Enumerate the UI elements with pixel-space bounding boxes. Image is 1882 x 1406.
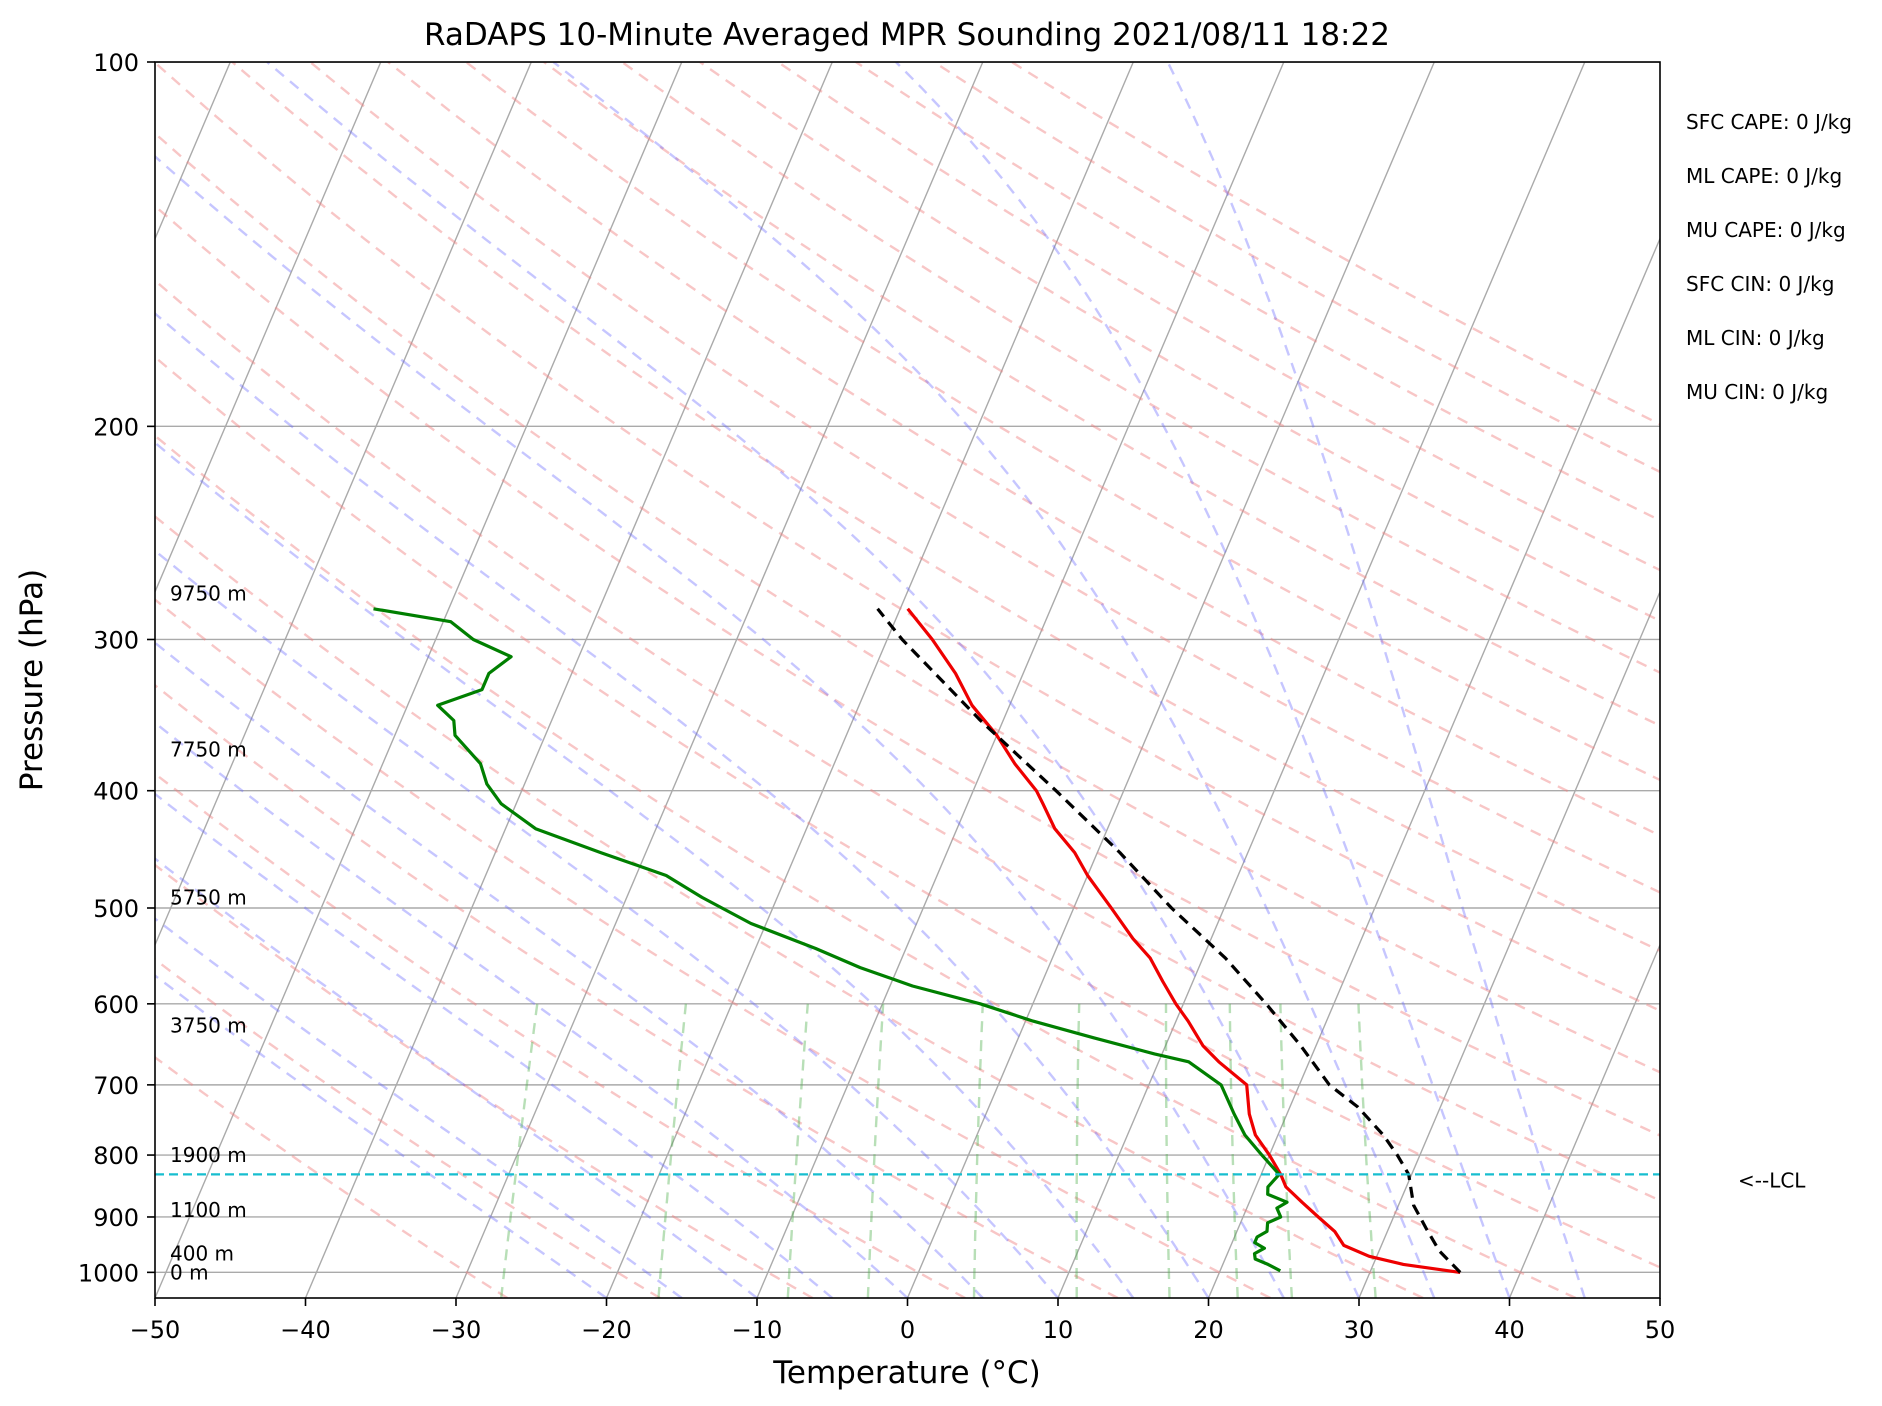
x-tick-label: 0 (900, 1316, 915, 1344)
isotherm (304, 62, 833, 1298)
x-tick-label: 50 (1645, 1316, 1676, 1344)
isotherm (455, 62, 984, 1298)
dry-adiabat (155, 434, 1577, 1298)
y-tick-label: 700 (93, 1072, 139, 1100)
isotherm (155, 62, 532, 947)
lcl-label: <--LCL (1738, 1168, 1806, 1192)
mixing-ratio-line (786, 1003, 809, 1298)
chart-series (155, 607, 1660, 1274)
y-tick-label: 900 (93, 1204, 139, 1232)
stat-label: SFC CAPE: 0 J/kg (1686, 110, 1852, 134)
x-tick-label: 10 (1043, 1316, 1074, 1344)
isotherm (1358, 589, 1660, 1298)
stat-label: MU CIN: 0 J/kg (1686, 380, 1828, 404)
moist-adiabat (266, 62, 1361, 1298)
isotherm (155, 62, 683, 1298)
x-tick-label: −10 (732, 1316, 783, 1344)
stat-label: MU CAPE: 0 J/kg (1686, 218, 1846, 242)
mixing-ratio-line (500, 1003, 539, 1298)
stat-label: ML CAPE: 0 J/kg (1686, 164, 1842, 188)
mixing-ratio-line (657, 1003, 688, 1298)
height-label: 400 m (170, 1242, 234, 1266)
x-tick-label: 30 (1344, 1316, 1375, 1344)
stat-label: ML CIN: 0 J/kg (1686, 326, 1825, 350)
dry-adiabat (155, 514, 1424, 1298)
moist-adiabat (155, 154, 1285, 1298)
x-tick-label: −50 (130, 1316, 181, 1344)
x-tick-label: −30 (431, 1316, 482, 1344)
height-label: 0 m (170, 1260, 209, 1284)
mixing-ratio-line (1357, 1003, 1377, 1298)
moist-adiabat (1166, 62, 1586, 1298)
stat-label: SFC CIN: 0 J/kg (1686, 272, 1834, 296)
moist-adiabat (155, 641, 984, 1298)
dry-adiabat (155, 863, 814, 1298)
isotherm (756, 62, 1285, 1298)
y-tick-label: 200 (93, 413, 139, 441)
temperature-profile (906, 607, 1461, 1274)
y-tick-label: 500 (93, 895, 139, 923)
dry-adiabat (155, 598, 1271, 1298)
moist-adiabat (155, 549, 1059, 1298)
height-label: 7750 m (170, 738, 247, 762)
mixing-ratio-line (972, 1003, 984, 1298)
y-axis-label: Pressure (hPa) (14, 569, 50, 791)
mixing-ratio-line (1075, 1003, 1081, 1298)
x-tick-label: 20 (1193, 1316, 1224, 1344)
height-label: 3750 m (170, 1013, 247, 1037)
isotherm (605, 62, 1134, 1298)
chart-annotations: <--LCL 9750 m 7750 m 5750 m 3750 m 1900 m 1100… (170, 110, 1852, 1284)
moist-adiabat (155, 441, 1135, 1298)
dry-adiabat (387, 62, 1660, 837)
moist-adiabat (895, 62, 1511, 1298)
isotherm (906, 62, 1435, 1298)
mixing-ratio-line (1164, 1003, 1171, 1298)
moist-adiabat (155, 721, 909, 1298)
y-tick-label: 600 (93, 991, 139, 1019)
dewpoint-profile (373, 607, 1289, 1273)
moist-adiabat (155, 857, 758, 1298)
y-tick-label: 300 (93, 626, 139, 654)
moist-adiabat (552, 62, 1436, 1298)
dry-adiabat (231, 62, 1660, 953)
x-tick-label: −40 (280, 1316, 331, 1344)
height-label: 1100 m (170, 1198, 247, 1222)
dry-adiabat (155, 131, 1660, 1074)
chart-title: RaDAPS 10-Minute Averaged MPR Sounding 2… (424, 17, 1390, 53)
x-tick-label: 40 (1494, 1316, 1525, 1344)
isotherm (155, 62, 382, 594)
dry-adiabat (465, 62, 1660, 782)
dry-adiabat (155, 62, 1660, 1013)
dry-adiabat (777, 62, 1660, 572)
dry-adiabat (155, 204, 1660, 1137)
mixing-ratio-line (1228, 1003, 1239, 1298)
moist-adiabat (155, 792, 834, 1298)
moist-adiabat (155, 312, 1210, 1298)
chart-axes: −50 −40 −30 −20 −10 0 10 20 30 40 50 100 200 300 400 50… (78, 49, 1675, 1344)
height-label: 5750 m (170, 885, 247, 909)
isotherm (1508, 943, 1660, 1298)
mixing-ratio-line (866, 1003, 885, 1298)
dry-adiabat (155, 683, 1119, 1298)
chart-grid (155, 62, 1660, 1298)
dry-adiabat (155, 1055, 509, 1298)
height-label: 1900 m (170, 1143, 247, 1167)
dry-adiabat (621, 62, 1660, 674)
mixing-ratio-line (1279, 1003, 1294, 1298)
y-tick-label: 1000 (78, 1259, 139, 1287)
y-tick-label: 400 (93, 778, 139, 806)
dry-adiabat (155, 957, 661, 1298)
isotherm (1207, 236, 1660, 1298)
height-label: 9750 m (170, 582, 247, 606)
x-axis-label: Temperature (°C) (772, 1355, 1041, 1391)
y-tick-label: 100 (93, 49, 139, 77)
x-tick-label: −20 (581, 1316, 632, 1344)
isotherm (1057, 62, 1586, 1298)
dry-adiabat (155, 772, 966, 1298)
y-tick-label: 800 (93, 1142, 139, 1170)
parcel-profile (876, 607, 1462, 1274)
dry-adiabat (155, 355, 1660, 1269)
